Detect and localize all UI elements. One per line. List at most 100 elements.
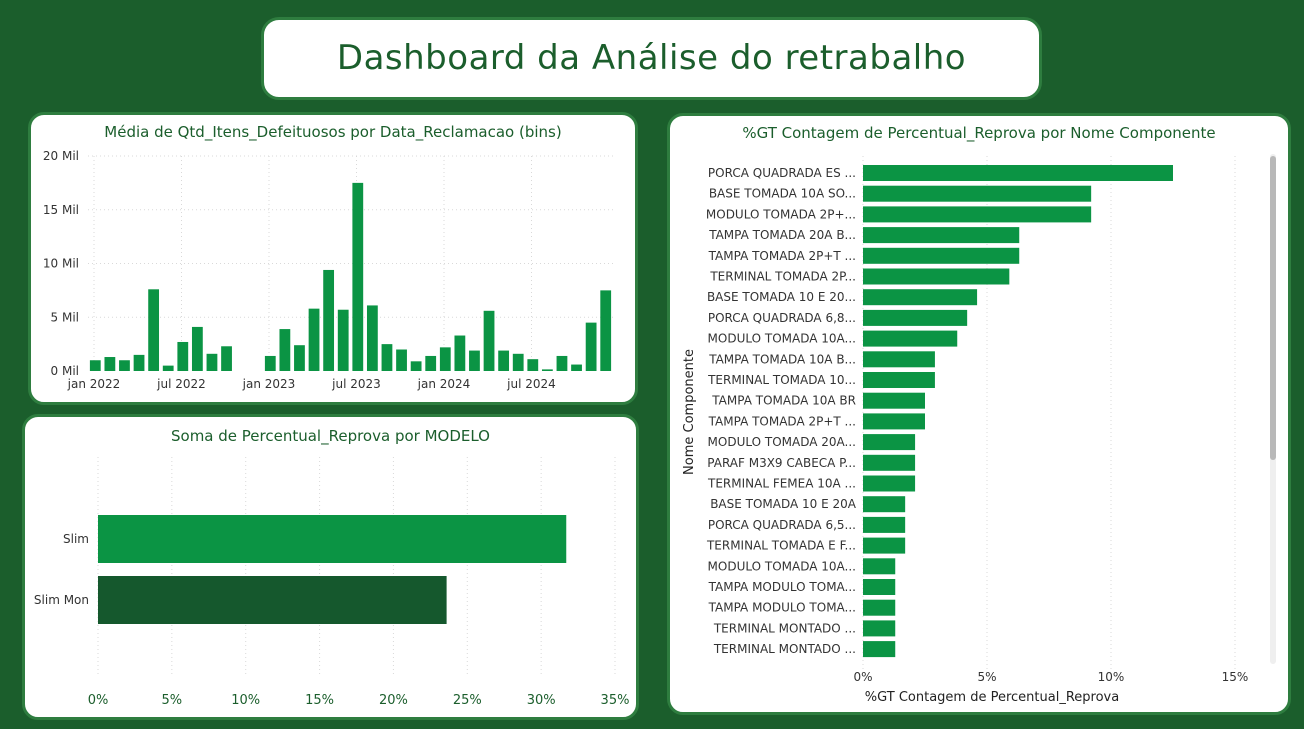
bar-mark: [863, 413, 925, 430]
chart-card-modelo[interactable]: Soma de Percentual_Reprova por MODELO 0%…: [22, 414, 639, 720]
bar-mark: [863, 475, 916, 492]
chart-componente-svg: 0% 5% 10% 15% PORCA QUADRADA ES ... BASE TOMA…: [682, 154, 1276, 705]
category-label: TERMINAL TOMADA 10...: [707, 373, 856, 387]
x-tick-label: jul 2023: [331, 377, 381, 391]
bar-mark: [221, 346, 232, 371]
category-label: MODULO TOMADA 2P+...: [706, 207, 856, 221]
x-tick-label: 0%: [88, 693, 109, 708]
x-tick-label: 15%: [305, 693, 334, 708]
y-tick-label: 20 Mil: [43, 149, 79, 163]
bar-mark: [512, 353, 524, 371]
x-tick-label: 25%: [453, 693, 482, 708]
bar-mark: [571, 364, 582, 371]
category-label: BASE TOMADA 10A SO...: [709, 187, 856, 201]
bar-mark: [308, 308, 320, 371]
category-label: MODULO TOMADA 10A...: [708, 332, 856, 346]
bar-mark: [133, 354, 145, 371]
bar-mark: [498, 350, 510, 371]
chart-modelo-svg: 0% 5% 10% 15% 20% 25% 30% 35% Slim Slim Mon: [34, 457, 630, 708]
chart-title-defeituosos: Média de Qtd_Itens_Defeituosos por Data_…: [104, 123, 562, 141]
bar-mark: [469, 350, 480, 371]
bar-mark: [381, 344, 393, 371]
bar-mark: [162, 365, 174, 371]
category-label: BASE TOMADA 10 E 20A: [710, 497, 857, 511]
category-label: BASE TOMADA 10 E 20...: [707, 290, 856, 304]
y-axis-label: Nome Componente: [682, 349, 697, 475]
category-label: PORCA QUADRADA 6,5...: [708, 518, 856, 532]
y-tick-label: 5 Mil: [51, 310, 79, 324]
x-tick-label: 35%: [601, 693, 630, 708]
bar-mark: [366, 305, 378, 371]
bar-mark: [279, 329, 291, 371]
bar-mark: [863, 309, 968, 326]
y-tick-label: 15 Mil: [43, 203, 79, 217]
scrollbar-thumb: [1270, 156, 1276, 460]
bar-mark: [863, 372, 935, 388]
bar-mark: [541, 369, 553, 371]
category-label: TAMPA MODULO TOMA...: [708, 601, 856, 615]
category-label: TAMPA TOMADA 2P+T ...: [708, 414, 856, 428]
category-label: TAMPA TOMADA 10A BR: [711, 394, 856, 408]
x-tick-label: jan 2024: [417, 377, 471, 391]
chart-title-modelo: Soma de Percentual_Reprova por MODELO: [171, 427, 490, 445]
bar-mark: [337, 309, 349, 371]
bar-mark: [863, 268, 1010, 285]
bar-mark: [104, 357, 116, 371]
title-card: Dashboard da Análise do retrabalho: [261, 17, 1042, 100]
category-label: TERMINAL MONTADO ...: [713, 621, 856, 635]
x-tick-label: 10%: [1098, 670, 1125, 684]
category-label: PORCA QUADRADA ES ...: [708, 166, 856, 180]
x-tick-label: jul 2024: [506, 377, 556, 391]
chart-title-componente: %GT Contagem de Percentual_Reprova por N…: [742, 124, 1216, 142]
bar-mark: [863, 392, 925, 409]
bar-mark: [863, 516, 906, 533]
bar-mark: [863, 454, 916, 471]
x-tick-label: jan 2022: [67, 377, 121, 391]
category-label: PORCA QUADRADA 6,8...: [708, 311, 856, 325]
category-label: TERMINAL MONTADO ...: [713, 642, 856, 656]
category-label: TAMPA TOMADA 2P+T ...: [708, 249, 856, 263]
bar-mark: [396, 349, 407, 371]
bar-mark: [191, 326, 203, 371]
bar-mark: [863, 289, 978, 306]
category-label: TAMPA TOMADA 10A B...: [708, 352, 856, 366]
y-tick-label: 10 Mil: [43, 257, 79, 271]
category-label: Slim: [63, 532, 89, 546]
chart-card-defeituosos[interactable]: Média de Qtd_Itens_Defeituosos por Data_…: [28, 112, 638, 405]
bar-mark: [863, 330, 958, 347]
category-label: PARAF M3X9 CABECA P...: [707, 456, 856, 470]
x-tick-label: 15%: [1222, 670, 1249, 684]
bar-mark: [89, 360, 101, 371]
bar-mark: [863, 579, 896, 595]
bar-mark: [425, 355, 437, 371]
bar-mark: [863, 537, 906, 554]
bar-mark: [556, 355, 568, 371]
bar-mark: [148, 289, 160, 371]
x-tick-label: jul 2022: [156, 377, 206, 391]
bar-mark: [585, 322, 597, 371]
chart-defeituosos-svg: 0 Mil 5 Mil 10 Mil 15 Mil 20 Mil jan 2022 jul …: [43, 149, 613, 391]
category-label: MODULO TOMADA 20A...: [708, 435, 856, 449]
category-label: TAMPA TOMADA 20A B...: [708, 228, 856, 242]
bar-mark: [600, 290, 612, 371]
x-tick-label: 10%: [231, 693, 260, 708]
bar-mark: [863, 599, 896, 616]
x-tick-label: jan 2023: [242, 377, 296, 391]
bar-mark: [119, 360, 130, 371]
category-label: TAMPA MODULO TOMA...: [708, 580, 856, 594]
bar-mark: [410, 361, 422, 371]
category-label: MODULO TOMADA 10A...: [708, 559, 856, 573]
chart-card-componente[interactable]: %GT Contagem de Percentual_Reprova por N…: [667, 113, 1291, 715]
bar-mark: [177, 341, 189, 371]
bar-mark: [98, 515, 567, 563]
bar-mark: [863, 496, 906, 513]
x-tick-label: 5%: [977, 670, 996, 684]
category-label: TERMINAL TOMADA 2P...: [709, 270, 856, 284]
bar-mark: [863, 165, 1173, 181]
bar-mark: [483, 310, 495, 371]
category-label: Slim Mon: [34, 593, 89, 607]
bar-mark: [863, 558, 896, 575]
bar-mark: [527, 359, 539, 371]
dashboard-title: Dashboard da Análise do retrabalho: [336, 38, 967, 78]
bar-mark: [439, 347, 451, 371]
